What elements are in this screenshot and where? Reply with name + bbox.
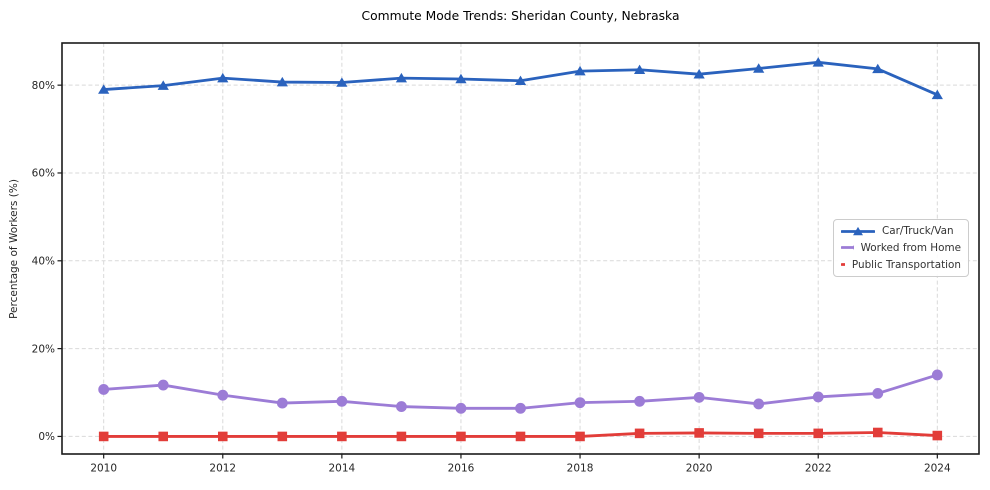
data-point-worked-from-home <box>753 398 765 410</box>
legend-marker-triangle-icon <box>841 226 875 236</box>
legend-item-worked-from-home: Worked from Home <box>841 240 961 256</box>
data-point-public-transportation <box>872 427 883 438</box>
data-point-worked-from-home <box>693 391 705 403</box>
data-point-public-transportation <box>932 430 943 441</box>
data-point-worked-from-home <box>217 389 229 401</box>
y-tick-label: 0% <box>38 431 55 443</box>
data-point-public-transportation <box>515 431 526 442</box>
data-point-car-truck-van <box>395 72 408 83</box>
data-point-worked-from-home <box>574 397 586 409</box>
x-tick-label: 2016 <box>448 463 475 475</box>
x-tick-label: 2022 <box>805 463 832 475</box>
data-point-car-truck-van <box>693 68 705 79</box>
x-tick-label: 2010 <box>90 463 117 475</box>
data-point-car-truck-van <box>633 64 646 75</box>
x-tick-label: 2020 <box>686 463 713 475</box>
legend-marker-square-icon <box>841 263 845 267</box>
data-point-worked-from-home <box>336 395 348 407</box>
data-point-car-truck-van <box>753 63 765 73</box>
legend-label: Worked from Home <box>860 241 961 254</box>
x-tick-label: 2024 <box>924 463 951 475</box>
data-point-public-transportation <box>396 431 407 442</box>
data-point-car-truck-van <box>217 72 229 83</box>
y-tick-label: 60% <box>32 168 55 180</box>
data-point-worked-from-home <box>931 369 943 381</box>
data-point-public-transportation <box>694 428 704 438</box>
data-point-worked-from-home <box>396 401 407 412</box>
x-tick-label: 2012 <box>209 463 236 475</box>
legend-marker-sample <box>853 226 863 236</box>
x-tick-label: 2014 <box>328 463 355 475</box>
legend-label: Car/Truck/Van <box>882 225 954 238</box>
x-tick-label: 2018 <box>567 463 594 475</box>
legend-item-public-transportation: Public Transportation <box>841 257 961 273</box>
legend: Car/Truck/Van Worked from Home Public Tran… <box>833 219 969 277</box>
data-point-public-transportation <box>98 431 109 442</box>
data-point-public-transportation <box>634 428 645 439</box>
data-point-car-truck-van <box>872 63 884 74</box>
data-point-public-transportation <box>337 431 347 442</box>
data-point-public-transportation <box>813 428 824 439</box>
data-point-worked-from-home <box>872 387 884 399</box>
data-point-public-transportation <box>277 431 288 442</box>
data-point-car-truck-van <box>455 73 467 84</box>
plot-border <box>61 42 980 455</box>
y-tick-label: 40% <box>32 255 55 267</box>
data-point-worked-from-home <box>812 391 824 403</box>
data-point-car-truck-van <box>98 84 110 94</box>
data-point-worked-from-home <box>276 397 288 409</box>
data-point-car-truck-van <box>812 57 824 67</box>
data-point-public-transportation <box>456 431 466 442</box>
data-point-worked-from-home <box>455 402 467 414</box>
chart-title: Commute Mode Trends: Sheridan County, Ne… <box>361 9 680 23</box>
y-tick-label: 80% <box>32 80 55 92</box>
data-point-car-truck-van <box>336 77 348 87</box>
y-tick-label: 20% <box>32 343 55 355</box>
legend-item-car-truck-van: Car/Truck/Van <box>841 223 961 239</box>
data-point-car-truck-van <box>931 89 943 100</box>
data-point-public-transportation <box>575 431 585 442</box>
data-point-worked-from-home <box>98 384 110 395</box>
data-point-car-truck-van <box>276 76 288 87</box>
data-point-car-truck-van <box>574 65 586 76</box>
data-point-public-transportation <box>158 431 169 442</box>
legend-marker-circle-icon <box>841 246 854 250</box>
data-point-car-truck-van <box>514 75 527 86</box>
data-point-public-transportation <box>217 431 228 442</box>
data-point-worked-from-home <box>515 402 526 414</box>
data-point-worked-from-home <box>634 395 645 407</box>
data-point-worked-from-home <box>157 379 169 391</box>
data-point-car-truck-van <box>157 80 169 90</box>
legend-label: Public Transportation <box>851 258 961 271</box>
data-point-public-transportation <box>753 428 764 439</box>
